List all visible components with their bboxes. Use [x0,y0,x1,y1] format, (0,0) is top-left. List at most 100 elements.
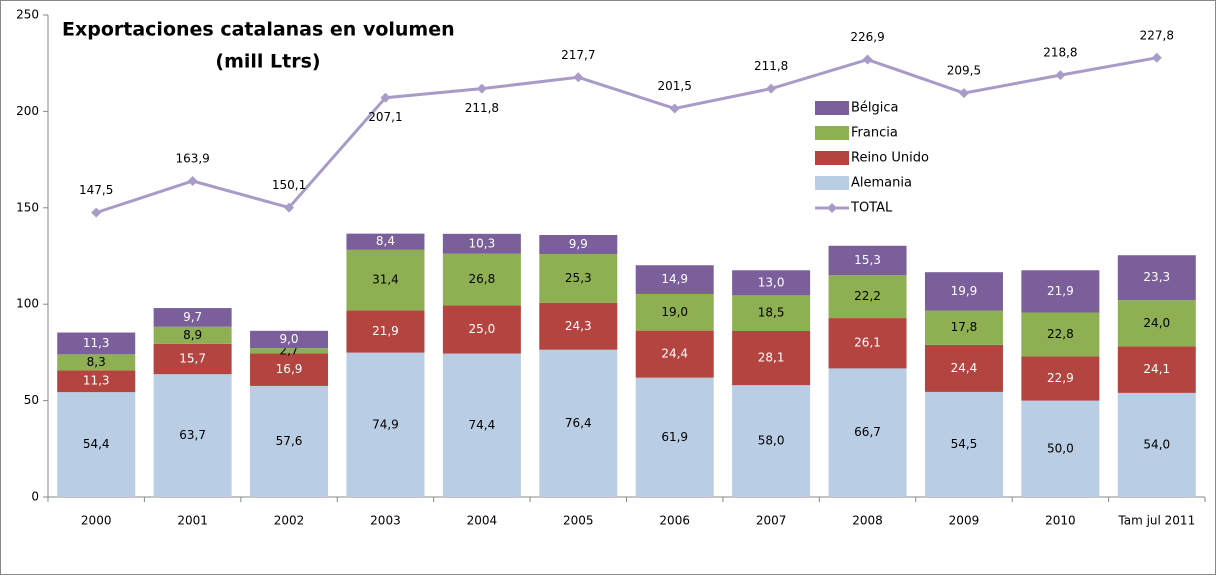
bar-segment [1021,270,1100,313]
bar-segment [828,275,907,319]
bar-value-label: 19,0 [661,305,688,319]
y-tick-label: 100 [16,297,39,311]
bar-value-label: 54,0 [1143,437,1170,451]
bar-segment [442,305,521,354]
total-value-label: 150,1 [272,178,306,192]
bar-segment [539,302,618,350]
bar-segment [153,308,232,327]
total-marker [1151,52,1162,63]
bar-value-label: 57,6 [276,434,303,448]
bar-value-label: 23,3 [1143,270,1170,284]
bar-segment [635,330,714,378]
bar-segment [442,353,521,497]
chart-subtitle: (mill Ltrs) [215,51,320,73]
x-tick-label: 2003 [370,514,401,528]
bar-segment [442,253,521,306]
bar-value-label: 11,3 [83,374,110,388]
bar-value-label: 13,0 [758,275,785,289]
bar-value-label: 16,9 [276,362,303,376]
bar-value-label: 26,8 [469,272,496,286]
bar-segment [1117,255,1196,301]
bar-segment [924,310,1003,345]
bar-value-label: 66,7 [854,425,881,439]
bar-value-label: 76,4 [565,416,592,430]
bar-value-label: 18,5 [758,306,785,320]
x-tick-label: 2006 [659,514,690,528]
total-value-label: 218,8 [1043,46,1077,60]
bar-segment [924,391,1003,497]
legend-label: Francia [851,126,898,141]
total-value-label: 201,5 [658,79,692,93]
bar-segment [732,385,811,497]
bar-value-label: 74,9 [372,417,399,431]
y-tick-label: 250 [16,8,39,22]
x-tick-label: 2005 [563,514,594,528]
total-value-label: 226,9 [850,30,884,44]
bar-segment [1021,312,1100,357]
bar-segment [539,349,618,497]
bar-value-label: 22,9 [1047,371,1074,385]
legend-swatch [815,101,849,115]
bar-segment [732,270,811,296]
total-value-label: 147,5 [79,183,113,197]
bar-segment [153,326,232,344]
bar-value-label: 19,9 [951,284,978,298]
x-tick-label: 2002 [274,514,305,528]
bar-segment [732,295,811,331]
bar-segment [57,354,136,371]
bar-value-label: 17,8 [951,320,978,334]
total-marker [284,202,295,213]
total-value-label: 163,9 [175,152,209,166]
bar-value-label: 8,3 [87,355,106,369]
bar-segment [57,332,136,355]
bar-segment [732,330,811,386]
bar-value-label: 54,5 [951,437,978,451]
total-marker [187,176,198,187]
legend-label: Reino Unido [851,151,929,166]
y-tick-label: 200 [16,104,39,118]
bar-value-label: 8,4 [376,234,395,248]
bar-segment [346,249,425,311]
total-marker [91,207,102,218]
bar-value-label: 22,2 [854,289,881,303]
total-marker [766,83,777,94]
bar-segment [1117,392,1196,497]
bar-value-label: 61,9 [661,430,688,444]
total-marker [669,103,680,114]
legend-label: TOTAL [850,201,893,216]
total-value-label: 227,8 [1140,28,1174,42]
bar-segment [1021,356,1100,401]
bar-segment [539,254,618,303]
bar-value-label: 21,9 [1047,284,1074,298]
bar-value-label: 58,0 [758,434,785,448]
total-marker [476,83,487,94]
legend-swatch [815,151,849,165]
y-tick-label: 150 [16,200,39,214]
bar-segment [250,385,329,497]
bar-segment [57,370,136,393]
total-value-label: 217,7 [561,48,595,62]
total-value-label: 211,8 [754,59,788,73]
bar-value-label: 74,4 [469,418,496,432]
bar-value-label: 24,3 [565,319,592,333]
bar-value-label: 31,4 [372,273,399,287]
bar-segment [1117,346,1196,393]
bar-value-label: 14,9 [661,272,688,286]
x-tick-label: 2001 [177,514,208,528]
bar-segment [1117,300,1196,347]
x-tick-label: 2007 [756,514,787,528]
bar-value-label: 8,9 [183,328,202,342]
chart-title: Exportaciones catalanas en volumen [62,19,455,41]
x-tick-label: 2010 [1045,514,1076,528]
legend-label: Bélgica [851,101,899,116]
bar-segment [828,245,907,276]
bar-segment [635,377,714,497]
bar-segment [153,374,232,497]
bar-segment [346,233,425,250]
bar-value-label: 24,4 [661,347,688,361]
bar-segment [57,392,136,497]
bar-value-label: 9,9 [569,237,588,251]
bar-value-label: 22,8 [1047,327,1074,341]
bar-segment [250,353,329,386]
x-tick-label: 2004 [467,514,498,528]
